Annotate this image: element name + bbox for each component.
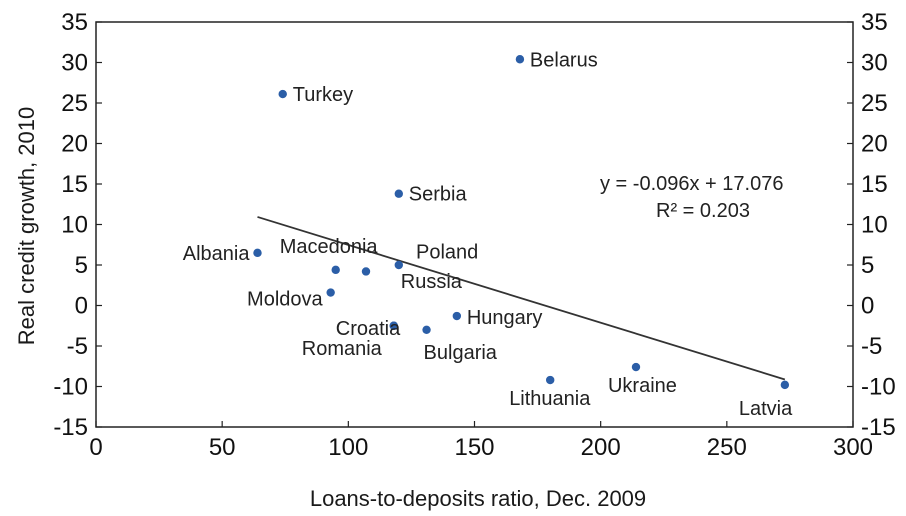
data-point-albania [253, 248, 262, 258]
data-point-macedonia [331, 265, 340, 275]
point-label-poland: Poland [416, 241, 478, 263]
x-axis-title: Loans-to-deposits ratio, Dec. 2009 [310, 486, 646, 511]
point-label-macedonia: Macedonia [280, 236, 379, 258]
y-tick-label-left: 35 [61, 9, 88, 36]
y-tick-label-right: 5 [861, 252, 874, 279]
y-tick-label-right: -10 [861, 374, 896, 401]
y-axis-title: Real credit growth, 2010 [14, 107, 39, 345]
y-tick-label-left: 0 [75, 293, 88, 320]
trendline-equation: y = -0.096x + 17.076 [600, 173, 783, 195]
x-tick-label: 50 [209, 434, 236, 461]
y-tick-label-right: -5 [861, 333, 882, 360]
y-tick-label-right: 0 [861, 293, 874, 320]
data-point-russia [394, 260, 403, 270]
y-tick-label-right: 25 [861, 90, 888, 117]
data-point-turkey [278, 89, 287, 99]
point-label-ukraine: Ukraine [608, 375, 677, 397]
point-label-latvia: Latvia [739, 398, 793, 420]
y-tick-label-left: 5 [75, 252, 88, 279]
y-tick-label-left: -10 [53, 374, 88, 401]
trendline-group [257, 216, 786, 381]
y-tick-label-left: -15 [53, 414, 88, 441]
x-tick-label: 300 [833, 434, 873, 461]
point-label-serbia: Serbia [409, 184, 468, 206]
data-points [253, 55, 790, 390]
data-point-serbia [394, 189, 403, 198]
x-tick-label: 250 [707, 434, 747, 461]
point-label-albania: Albania [183, 243, 251, 265]
point-label-hungary: Hungary [467, 307, 543, 329]
data-point-latvia [780, 380, 790, 390]
y-tick-label-left: 10 [61, 212, 88, 239]
x-tick-label: 100 [328, 434, 368, 461]
y-tick-label-left: 25 [61, 90, 88, 117]
data-point-moldova [326, 288, 335, 297]
point-label-moldova: Moldova [247, 289, 323, 311]
trendline-r2: R² = 0.203 [656, 200, 750, 222]
data-point-poland [361, 267, 371, 276]
y-tick-label-right: 30 [861, 50, 888, 77]
point-label-bulgaria: Bulgaria [424, 342, 498, 364]
trendline [257, 216, 786, 381]
data-point-belarus [515, 55, 525, 64]
y-tick-label-right: -15 [861, 414, 896, 441]
point-labels: Belarus Turkey Serbia Albania Macedonia Polan… [183, 49, 793, 420]
point-label-turkey: Turkey [293, 84, 353, 106]
y-tick-label-right: 20 [861, 131, 888, 158]
y-tick-label-left: 15 [61, 171, 88, 198]
y-tick-label-right: 35 [861, 9, 888, 36]
point-label-croatia: Croatia [336, 318, 401, 340]
y-tick-label-left: -5 [67, 333, 88, 360]
y-tick-label-left: 30 [61, 50, 88, 77]
point-label-lithuania: Lithuania [509, 388, 591, 410]
point-label-russia: Russia [401, 271, 463, 293]
y-tick-label-left: 20 [61, 131, 88, 158]
data-point-ukraine [631, 362, 641, 372]
x-tick-label: 200 [581, 434, 621, 461]
data-point-lithuania [546, 375, 555, 385]
data-point-hungary [452, 311, 462, 321]
data-point-bulgaria [422, 325, 431, 334]
y-tick-label-right: 10 [861, 212, 888, 239]
x-tick-label: 0 [89, 434, 102, 461]
x-tick-label: 150 [454, 434, 494, 461]
point-label-romania: Romania [302, 338, 383, 360]
data-point-romania [389, 321, 398, 330]
point-label-belarus: Belarus [530, 49, 598, 71]
y-tick-label-right: 15 [861, 171, 888, 198]
